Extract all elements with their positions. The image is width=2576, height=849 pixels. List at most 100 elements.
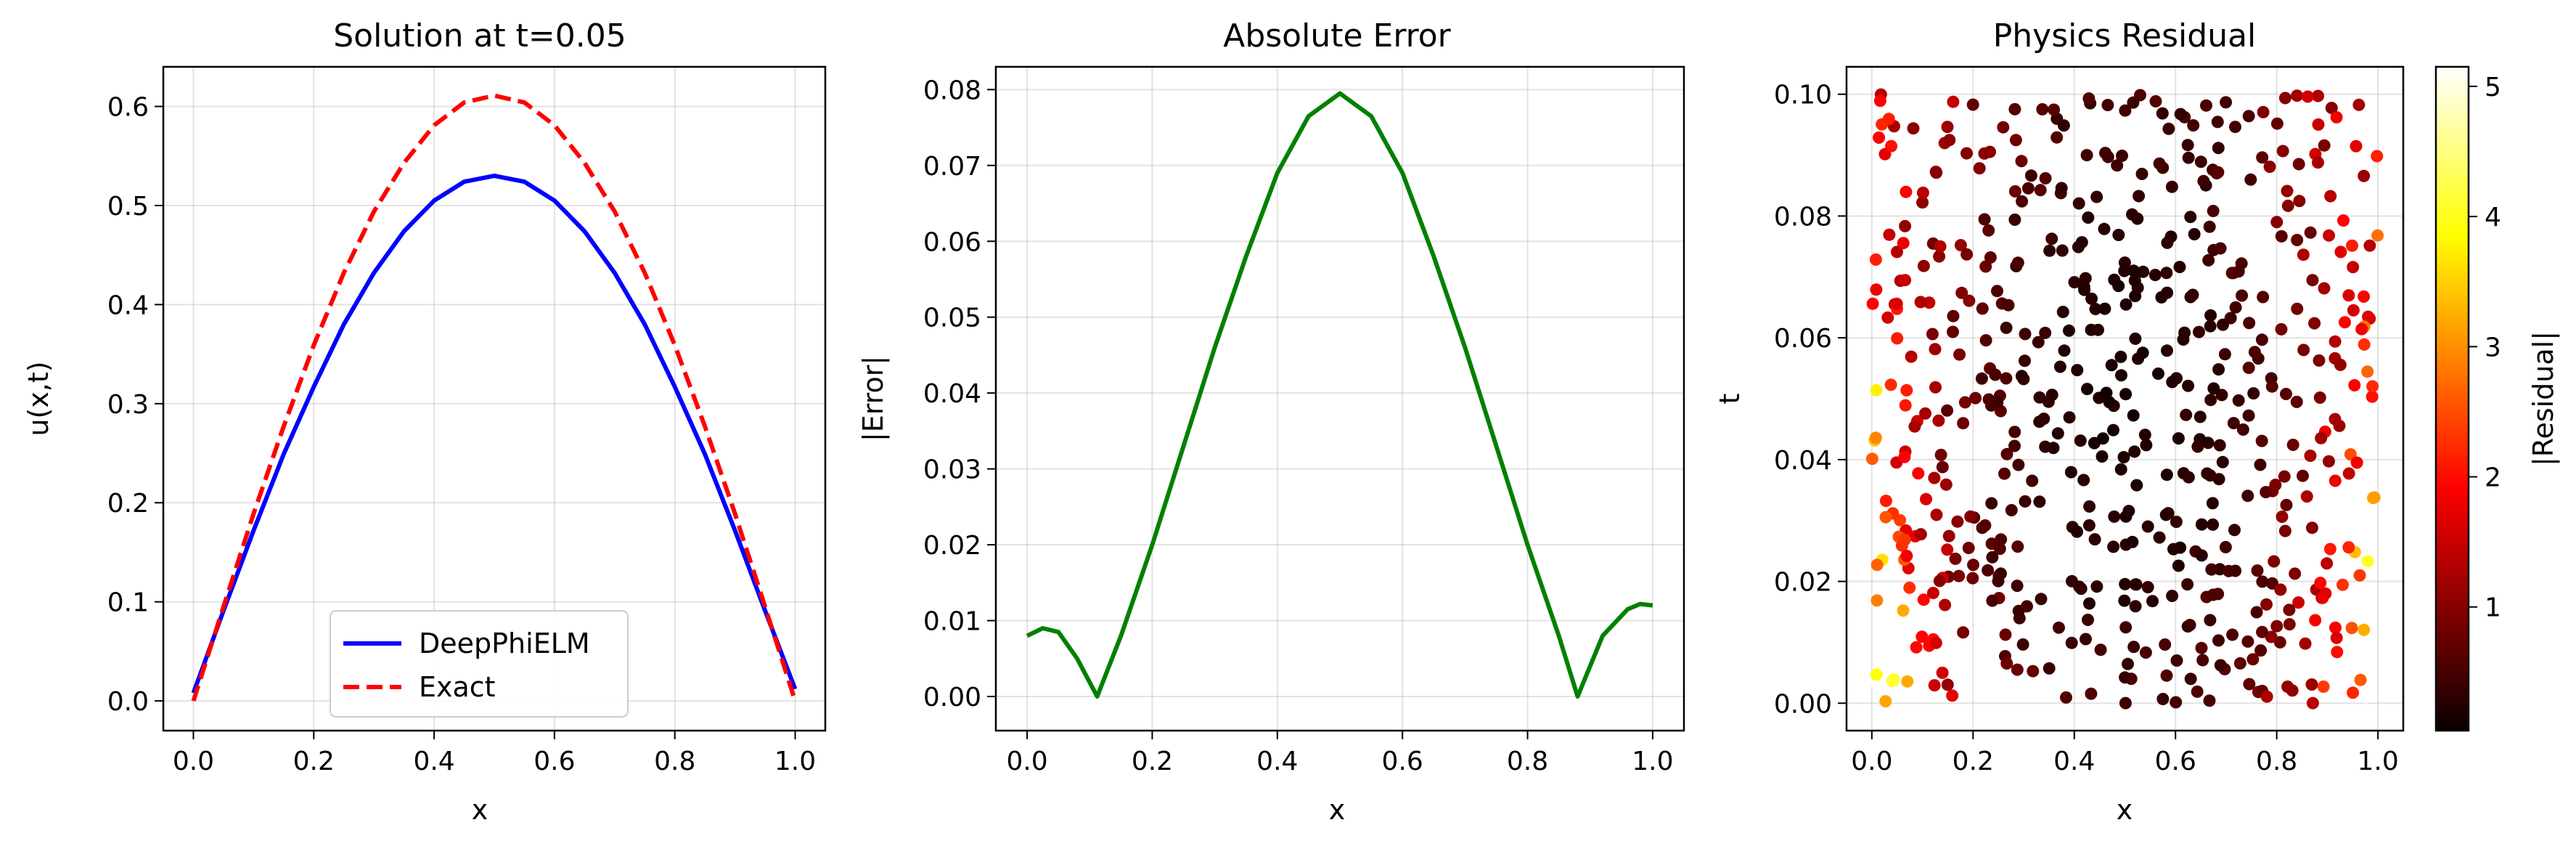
residual-point (1982, 224, 1995, 237)
x-tick-label: 0.8 (1507, 747, 1548, 776)
residual-point (1870, 558, 1884, 572)
residual-point (1933, 250, 1946, 263)
residual-point (1957, 626, 1970, 639)
residual-point (2090, 190, 2103, 203)
residual-point (1986, 551, 1999, 564)
residual-point (1903, 581, 1916, 594)
residual-point (2278, 470, 2291, 483)
chart-title: Physics Residual (1993, 17, 2257, 54)
residual-point (2318, 282, 2331, 295)
residual-point (2009, 134, 2022, 147)
residual-point (1995, 567, 2007, 580)
residual-point (2170, 516, 2183, 528)
residual-point (2170, 696, 2183, 709)
residual-point (2360, 691, 2373, 704)
residual-point (1991, 396, 2004, 409)
residual-point (1976, 302, 1989, 315)
residual-point (2204, 320, 2217, 333)
y-tick-label: 0.10 (1774, 81, 1832, 110)
residual-point (2313, 354, 2326, 367)
residual-point (1865, 452, 1878, 466)
x-tick-label: 1.0 (774, 747, 816, 776)
residual-point (2095, 450, 2109, 463)
residual-point (1869, 431, 1882, 444)
residual-point (2270, 216, 2283, 229)
residual-point (1975, 372, 1988, 385)
residual-point (2060, 691, 2072, 704)
residual-point (2242, 362, 2255, 374)
residual-point (2141, 581, 2154, 593)
residual-point (2218, 348, 2231, 361)
residual-point (2194, 155, 2207, 168)
y-tick-label: 0.04 (923, 379, 981, 409)
residual-point (2350, 139, 2363, 153)
residual-point (1873, 131, 1886, 144)
error-chart: Absolute Error 0.0 0.2 0.4 0.6 0.8 1.0 0.00 0.… (857, 17, 1685, 826)
residual-point (1985, 497, 1998, 510)
residual-point (2244, 173, 2257, 186)
residual-point (2191, 440, 2204, 453)
colorbar-gradient (2434, 65, 2470, 732)
residual-point (2027, 665, 2040, 678)
residual-point (2308, 317, 2321, 330)
residual-point (1917, 259, 1930, 272)
residual-point (2204, 614, 2217, 627)
residual-point (2161, 344, 2173, 357)
residual-point (2072, 197, 2085, 210)
residual-point (2127, 264, 2140, 277)
x-tick-label: 0.2 (293, 747, 335, 776)
residual-point (2085, 687, 2098, 700)
residual-point (2173, 261, 2186, 274)
residual-point (1966, 572, 1979, 585)
residual-point (2066, 574, 2078, 588)
residual-point (2334, 358, 2347, 371)
residual-point (2107, 423, 2119, 436)
residual-point (1999, 628, 2012, 641)
x-tick-label: 1.0 (2358, 747, 2399, 776)
residual-point (2354, 673, 2367, 686)
residual-point (2071, 364, 2084, 377)
residual-point (2172, 432, 2185, 445)
residual-point (1883, 228, 1896, 241)
y-tick-label: 0.0 (107, 687, 149, 717)
residual-point (2257, 105, 2270, 118)
residual-point (2082, 92, 2095, 105)
residual-point (2180, 408, 2193, 421)
residual-point (2196, 654, 2209, 667)
residual-point (2278, 92, 2291, 105)
residual-point (2236, 289, 2249, 302)
residual-point (1914, 296, 1927, 309)
residual-point (2080, 633, 2092, 646)
residual-point (2129, 600, 2142, 613)
residual-point (2148, 269, 2162, 282)
series-line-0 (1026, 91, 1653, 699)
residual-point (2342, 541, 2355, 554)
residual-point (2195, 641, 2208, 654)
residual-point (1916, 196, 1929, 209)
residual-point (2140, 439, 2153, 452)
residual-point (2036, 103, 2049, 115)
residual-point (2165, 180, 2178, 193)
residual-point (2065, 636, 2078, 649)
residual-point (2220, 96, 2233, 109)
residual-point (2212, 363, 2225, 376)
residual-point (1926, 328, 1939, 341)
residual-point (2181, 578, 2194, 591)
residual-point (1991, 285, 2003, 298)
residual-point (2016, 638, 2029, 651)
residual-point (2191, 685, 2204, 698)
residual-point (1941, 678, 1954, 691)
residual-point (2328, 335, 2342, 348)
residual-point (1984, 145, 1996, 158)
y-tick-label: 0.00 (1774, 689, 1832, 719)
residual-point (2361, 555, 2374, 568)
residual-point (2330, 631, 2343, 644)
residual-point (2217, 318, 2229, 331)
residual-point (2304, 450, 2317, 462)
residual-point (2153, 157, 2166, 170)
residual-point (1898, 533, 1911, 546)
residual-point (2331, 646, 2344, 659)
residual-point (2122, 657, 2134, 670)
residual-point (2256, 625, 2269, 638)
x-tick-label: 0.2 (1953, 747, 1994, 776)
